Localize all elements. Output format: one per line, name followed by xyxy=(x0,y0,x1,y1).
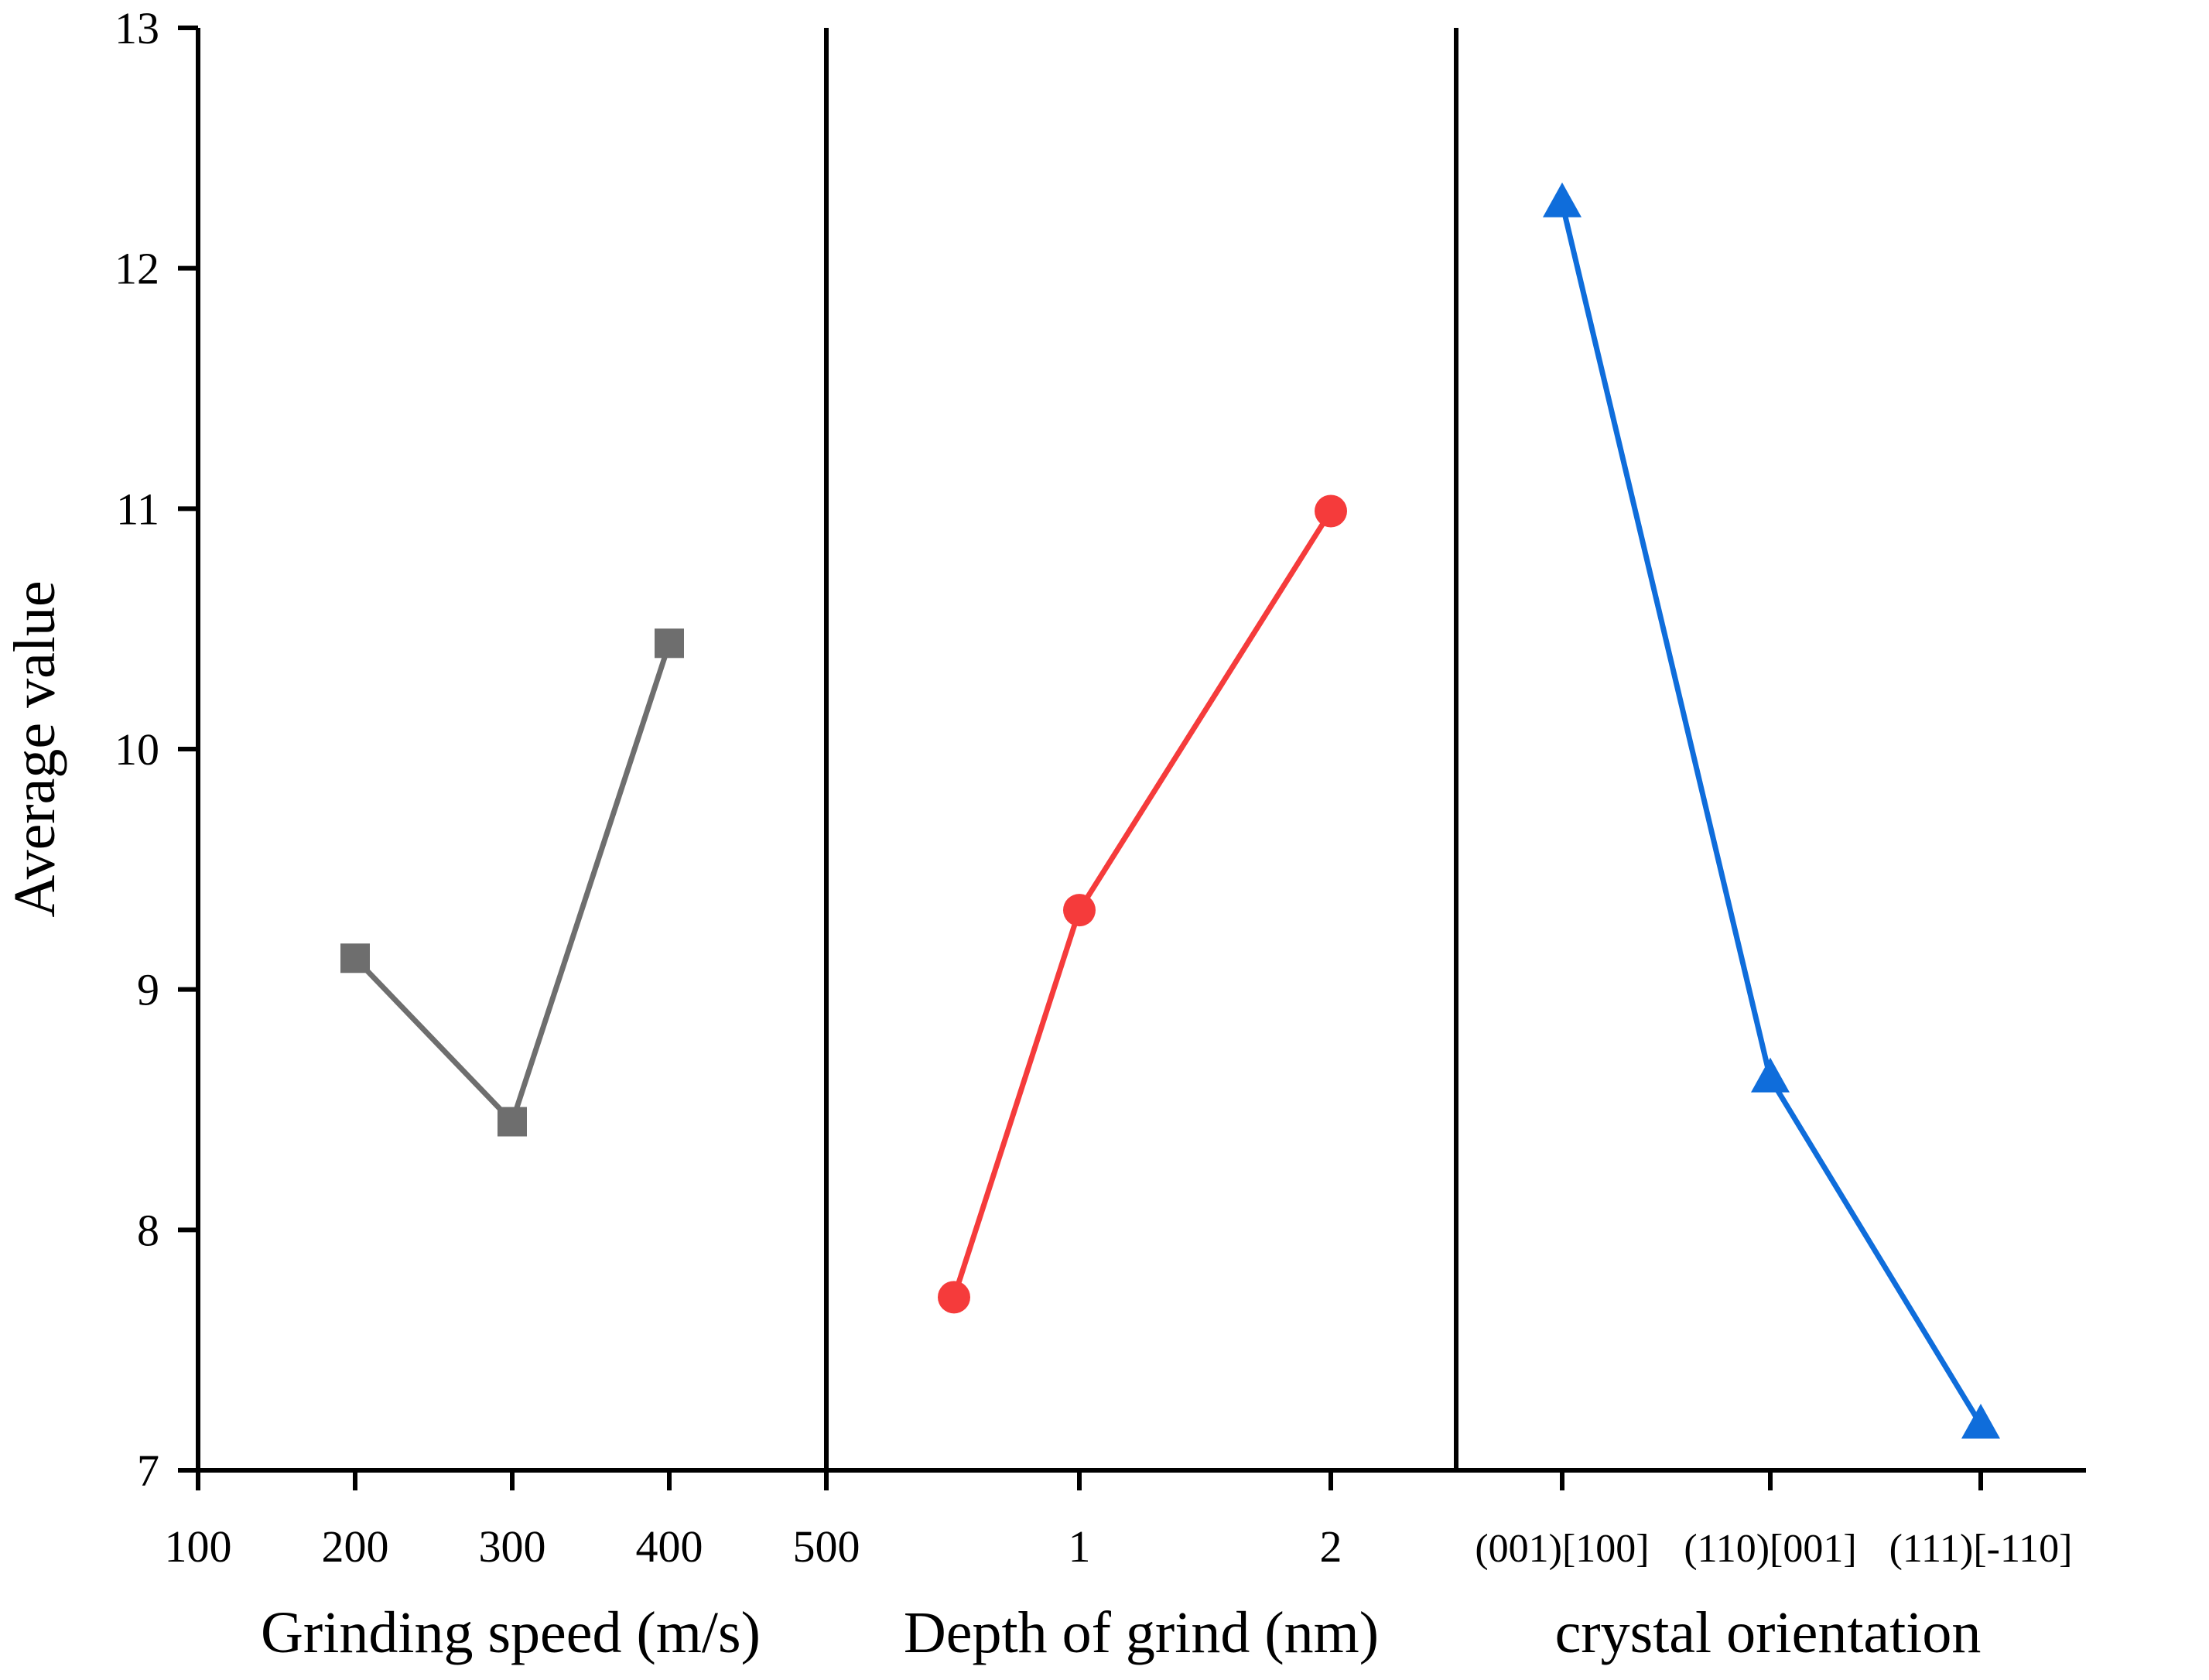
data-point-circle xyxy=(1315,494,1347,528)
data-point-circle xyxy=(1063,894,1096,927)
x-tick-label-depth: 1 xyxy=(1069,1521,1091,1572)
x-tick-label-depth: 2 xyxy=(1320,1521,1342,1572)
x-axis-title-crystal-orientation: crystal orientation xyxy=(1555,1600,1982,1665)
y-axis-title: Average value xyxy=(2,580,67,917)
x-axis-title-depth-of-grind: Depth of grind (nm) xyxy=(904,1600,1379,1665)
data-point-square xyxy=(340,943,370,973)
y-tick-label: 11 xyxy=(116,484,159,534)
x-tick-label-speed: 100 xyxy=(165,1521,232,1572)
y-tick-label: 9 xyxy=(137,965,159,1015)
x-tick-label-speed: 200 xyxy=(322,1521,389,1572)
data-point-triangle xyxy=(1543,182,1582,217)
y-ticks: 7 8 9 10 11 12 13 xyxy=(115,3,198,1496)
y-tick-label: 10 xyxy=(115,724,159,775)
x-ticks: 100 200 300 400 500 1 2 (001)[100] (110)[001] (11… xyxy=(165,1470,2073,1572)
y-tick-label: 8 xyxy=(137,1205,159,1255)
series-layer xyxy=(340,182,2000,1439)
x-tick-label-orientation: (111)[-110] xyxy=(1889,1527,2073,1571)
data-point-circle xyxy=(938,1281,970,1314)
data-point-triangle xyxy=(1961,1403,2000,1439)
x-axis-title-grinding-speed: Grinding speed (m/s) xyxy=(261,1600,761,1665)
x-tick-label-speed: 300 xyxy=(479,1521,546,1572)
y-tick-label: 12 xyxy=(115,244,159,294)
data-point-triangle xyxy=(1751,1057,1790,1093)
series-line-square xyxy=(353,642,672,1127)
series-line-triangle xyxy=(1559,202,1983,1426)
y-tick-label: 7 xyxy=(137,1446,159,1496)
x-tick-label-orientation: (001)[100] xyxy=(1475,1527,1649,1571)
x-tick-label-speed: 500 xyxy=(793,1521,860,1572)
x-tick-label-orientation: (110)[001] xyxy=(1684,1527,1856,1571)
y-tick-label: 13 xyxy=(115,3,159,53)
series-line-circle xyxy=(951,509,1333,1298)
x-tick-label-speed: 400 xyxy=(636,1521,703,1572)
data-point-square xyxy=(655,628,684,659)
data-point-square xyxy=(498,1107,527,1137)
